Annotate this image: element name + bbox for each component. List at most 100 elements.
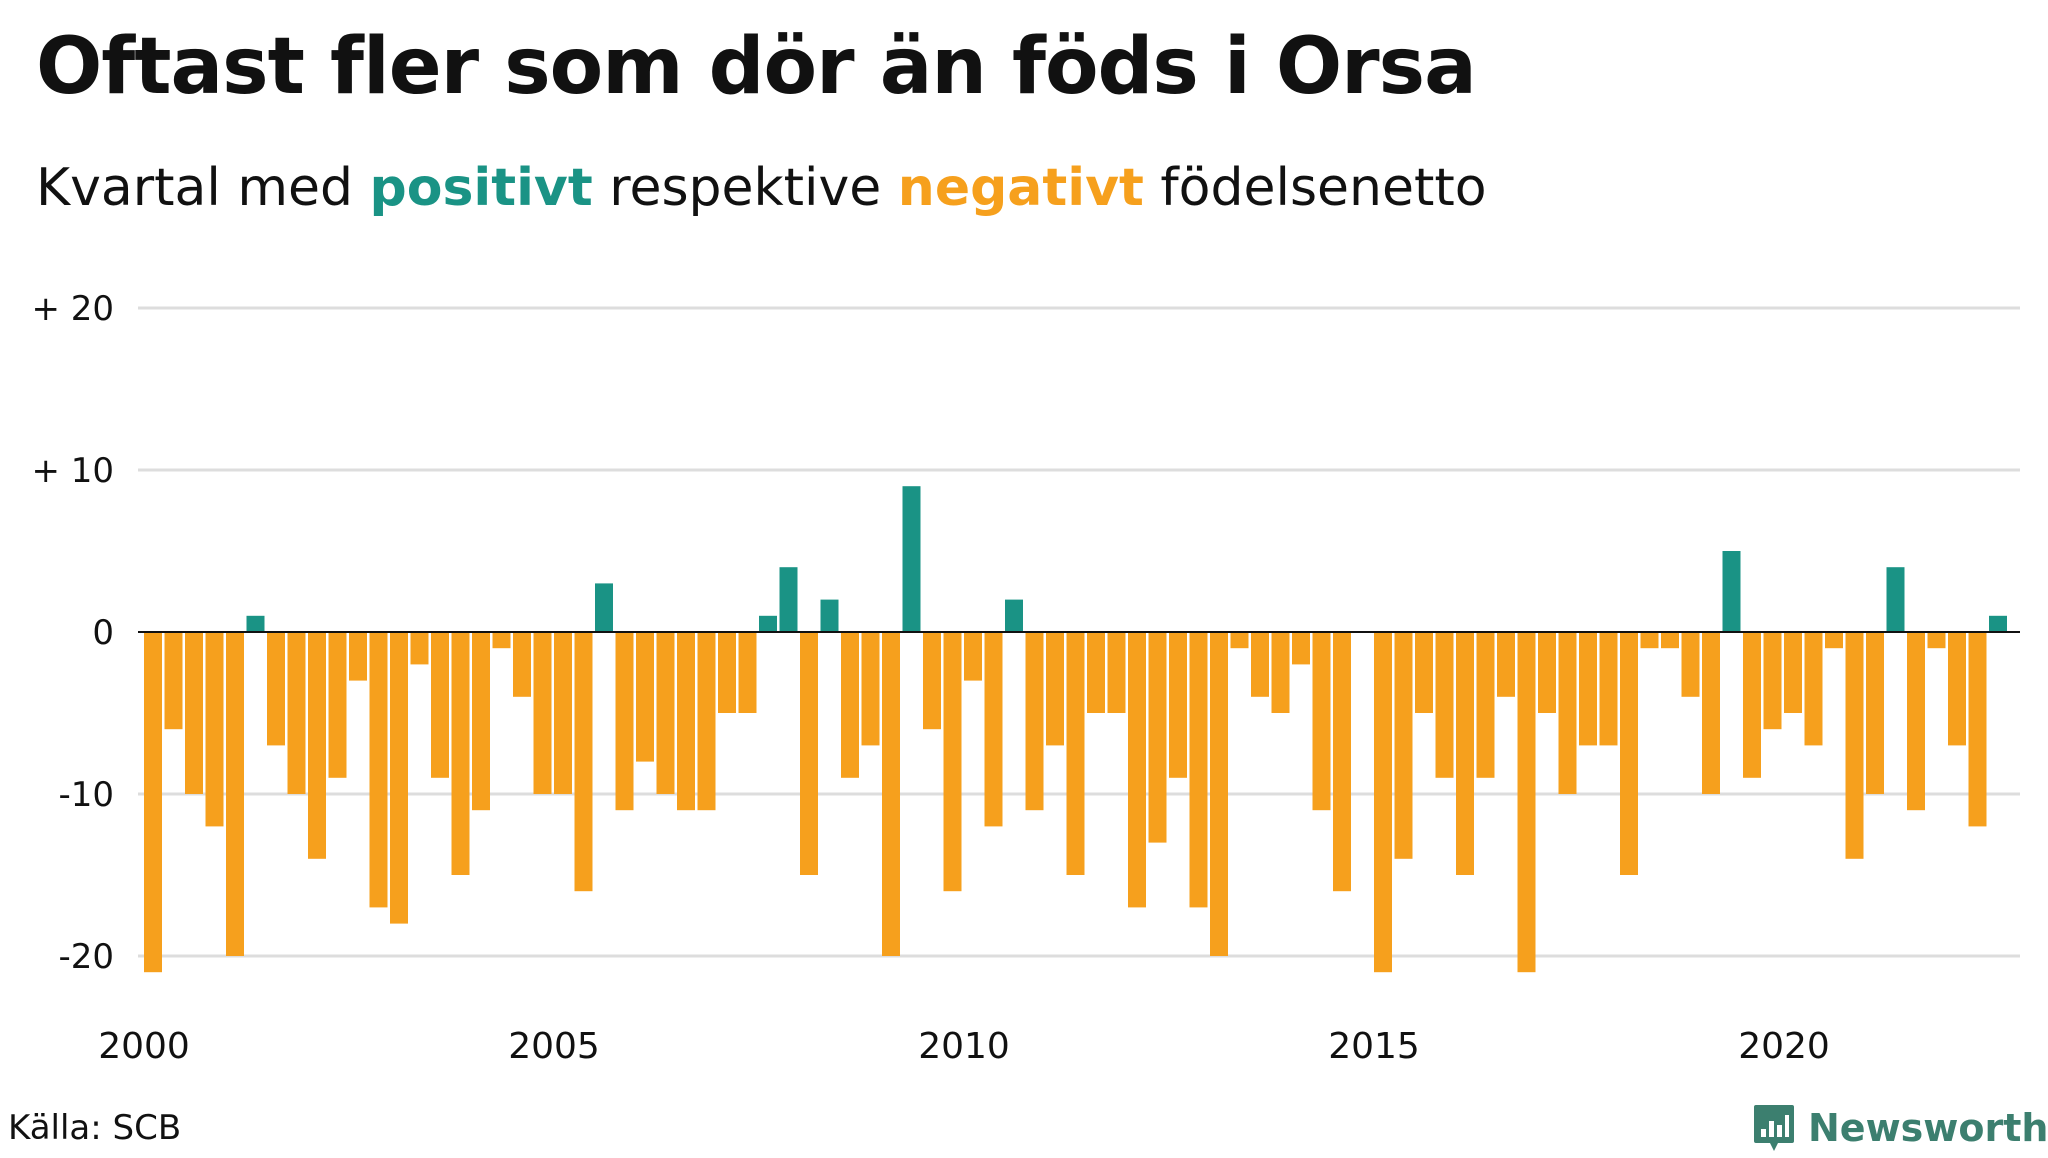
bar-positive bbox=[246, 615, 265, 632]
bar-negative bbox=[369, 632, 388, 908]
bar-negative bbox=[574, 632, 593, 892]
bar-negative bbox=[1333, 632, 1351, 892]
subtitle-positive: positivt bbox=[369, 158, 593, 218]
x-tick-label: 2015 bbox=[1328, 1026, 1420, 1067]
bar-negative bbox=[1968, 632, 1987, 827]
bar-negative bbox=[533, 632, 552, 794]
source-note: Källa: SCB bbox=[8, 1108, 182, 1148]
x-tick-label: 2020 bbox=[1738, 1026, 1830, 1067]
bar-negative bbox=[1558, 632, 1577, 794]
bar-negative bbox=[1517, 632, 1536, 973]
chart-title: Oftast fler som dör än föds i Orsa bbox=[36, 22, 1477, 112]
bar-negative bbox=[1579, 632, 1597, 746]
bar-negative bbox=[677, 632, 695, 811]
bar-negative bbox=[349, 632, 367, 681]
bar-positive bbox=[820, 599, 839, 632]
bar-negative bbox=[1804, 632, 1823, 746]
y-tick-label: -10 bbox=[58, 775, 114, 815]
bar-negative bbox=[205, 632, 224, 827]
y-axis-ticks: + 20 + 10 0 -10 -20 bbox=[31, 289, 114, 977]
bar-negative bbox=[1907, 632, 1925, 811]
bar-negative bbox=[964, 632, 982, 681]
y-tick-label: + 20 bbox=[31, 289, 114, 329]
bar-negative bbox=[1640, 632, 1659, 649]
bar-negative bbox=[267, 632, 285, 746]
bar-negative bbox=[861, 632, 880, 746]
bar-chart-chat-icon bbox=[1754, 1105, 1794, 1151]
bar-negative bbox=[431, 632, 449, 778]
bar-positive bbox=[1005, 599, 1023, 632]
bars bbox=[144, 486, 2007, 973]
subtitle-suffix: födelsenetto bbox=[1143, 158, 1487, 218]
bar-negative bbox=[1599, 632, 1618, 746]
bar-positive bbox=[1989, 615, 2007, 632]
bar-negative bbox=[1271, 632, 1290, 713]
bar-negative bbox=[410, 632, 429, 665]
bar-negative bbox=[615, 632, 634, 811]
bar-negative bbox=[1251, 632, 1269, 697]
subtitle-prefix: Kvartal med bbox=[36, 158, 370, 218]
y-tick-label: 0 bbox=[92, 613, 114, 653]
bar-negative bbox=[1169, 632, 1187, 778]
bar-negative bbox=[984, 632, 1003, 827]
bar-negative bbox=[1497, 632, 1515, 697]
bar-negative bbox=[1292, 632, 1310, 665]
x-axis-ticks: 2000 2005 2010 2015 2020 bbox=[98, 1026, 1830, 1067]
y-tick-label: -20 bbox=[58, 937, 114, 977]
subtitle-middle: respektive bbox=[592, 158, 898, 218]
x-tick-label: 2000 bbox=[98, 1026, 190, 1067]
bar-negative bbox=[1148, 632, 1167, 843]
bar-negative bbox=[226, 632, 244, 956]
bar-negative bbox=[1825, 632, 1843, 649]
bar-negative bbox=[718, 632, 736, 713]
bar-negative bbox=[164, 632, 183, 730]
bar-negative bbox=[1128, 632, 1146, 908]
bar-negative bbox=[1107, 632, 1126, 713]
bar-negative bbox=[841, 632, 859, 778]
chart-subtitle: Kvartal med positivt respektive negativt… bbox=[36, 158, 1487, 218]
bar-negative bbox=[472, 632, 490, 811]
bar-negative bbox=[513, 632, 531, 697]
bar-positive bbox=[595, 583, 613, 632]
bar-negative bbox=[943, 632, 962, 892]
bar-negative bbox=[1845, 632, 1864, 859]
bar-positive bbox=[1722, 551, 1741, 632]
bar-negative bbox=[697, 632, 716, 811]
bar-negative bbox=[656, 632, 675, 794]
bar-negative bbox=[636, 632, 654, 762]
bar-negative bbox=[1476, 632, 1495, 778]
bar-negative bbox=[1948, 632, 1966, 746]
y-tick-label: + 10 bbox=[31, 451, 114, 491]
bar-negative bbox=[1394, 632, 1413, 859]
bar-negative bbox=[1538, 632, 1556, 713]
bar-negative bbox=[1784, 632, 1802, 713]
bar-negative bbox=[1189, 632, 1208, 908]
subtitle-negative: negativt bbox=[897, 158, 1144, 218]
bar-negative bbox=[882, 632, 900, 956]
bar-negative bbox=[1661, 632, 1679, 649]
bar-negative bbox=[1681, 632, 1700, 697]
x-tick-label: 2005 bbox=[508, 1026, 600, 1067]
bar-negative bbox=[1230, 632, 1249, 649]
bar-negative bbox=[1927, 632, 1946, 649]
bar-negative bbox=[1763, 632, 1782, 730]
bar-negative bbox=[1210, 632, 1228, 956]
bar-negative bbox=[390, 632, 408, 924]
bar-negative bbox=[1312, 632, 1331, 811]
bar-negative bbox=[1866, 632, 1884, 794]
bar-negative bbox=[554, 632, 572, 794]
bar-negative bbox=[1087, 632, 1105, 713]
bar-negative bbox=[923, 632, 941, 730]
bar-negative bbox=[1620, 632, 1638, 875]
bar-negative bbox=[144, 632, 162, 973]
bar-negative bbox=[738, 632, 757, 713]
bar-negative bbox=[451, 632, 470, 875]
brand-name: Newsworthy bbox=[1808, 1106, 2048, 1150]
bar-negative bbox=[1743, 632, 1761, 778]
bar-negative bbox=[1702, 632, 1720, 794]
x-tick-label: 2010 bbox=[918, 1026, 1010, 1067]
bar-positive bbox=[1886, 567, 1905, 632]
bar-negative bbox=[308, 632, 326, 859]
bar-positive bbox=[902, 486, 921, 632]
